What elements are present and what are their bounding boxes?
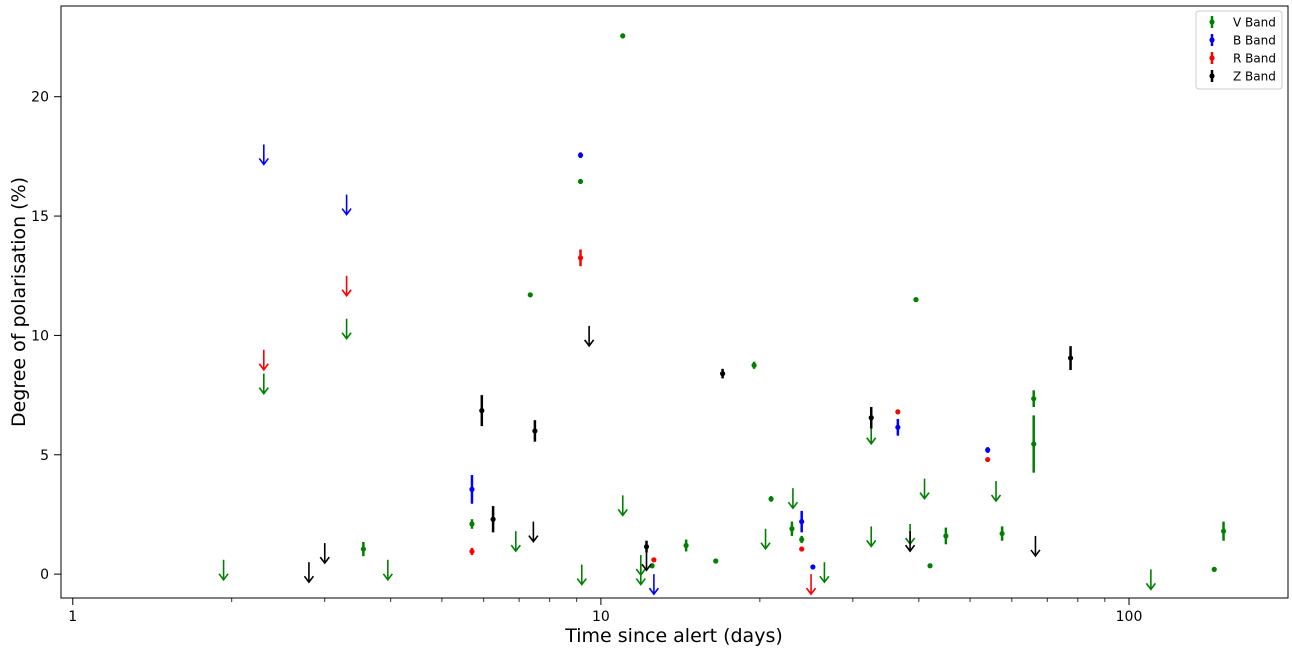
x-tick-label: 1 xyxy=(68,609,77,625)
upper-limit-arrowhead xyxy=(319,556,330,565)
upper-limit-arrowhead xyxy=(510,544,521,553)
data-point xyxy=(1220,528,1227,534)
upper-limit-arrowhead xyxy=(218,573,229,582)
upper-limit-arrowhead xyxy=(258,157,269,166)
data-point xyxy=(532,428,538,434)
upper-limit-arrowhead xyxy=(303,575,315,584)
legend-label: Z Band xyxy=(1233,70,1276,84)
y-axis-label: Degree of polarisation (%) xyxy=(8,177,30,427)
upper-limit-arrowhead xyxy=(866,539,877,548)
upper-limit-arrowhead xyxy=(528,535,539,543)
data-point xyxy=(985,447,991,453)
data-point xyxy=(1031,396,1037,402)
upper-limit-arrowhead xyxy=(258,387,269,395)
series-v-band xyxy=(218,33,1227,591)
data-point xyxy=(1067,355,1074,361)
data-point xyxy=(895,424,901,430)
data-point xyxy=(789,526,795,532)
data-point xyxy=(768,496,774,502)
data-point xyxy=(469,548,475,555)
upper-limit-arrowhead xyxy=(583,339,595,348)
upper-limit-arrowhead xyxy=(258,363,269,372)
data-point xyxy=(360,546,366,552)
x-tick-label: 100 xyxy=(1116,609,1143,625)
legend-marker xyxy=(1209,37,1215,43)
legend-label: B Band xyxy=(1233,34,1276,48)
data-point xyxy=(895,409,901,415)
chart-marks xyxy=(218,33,1227,596)
upper-limit-arrowhead xyxy=(341,208,352,216)
upper-limit-arrowhead xyxy=(648,587,660,596)
y-tick-label: 5 xyxy=(40,448,49,464)
data-point xyxy=(651,557,657,563)
y-tick-label: 20 xyxy=(31,90,49,106)
upper-limit-arrowhead xyxy=(866,437,877,446)
data-point xyxy=(620,33,626,39)
data-point xyxy=(577,178,584,185)
x-tick-label: 10 xyxy=(592,609,610,625)
data-point xyxy=(527,292,533,298)
data-point xyxy=(577,152,584,158)
series-b-band xyxy=(258,144,991,596)
data-point xyxy=(810,564,816,570)
upper-limit-arrowhead xyxy=(617,508,628,517)
legend-label: V Band xyxy=(1233,16,1276,30)
upper-limit-arrowhead xyxy=(641,563,652,572)
upper-limit-arrowhead xyxy=(1145,582,1157,591)
legend-box xyxy=(1195,10,1283,90)
data-point xyxy=(985,456,991,463)
upper-limit-arrowhead xyxy=(760,542,771,551)
y-axis: 0 5 10 15 20 xyxy=(31,90,61,583)
data-point xyxy=(577,255,584,261)
upper-limit-arrowhead xyxy=(341,289,352,298)
data-point xyxy=(868,415,874,421)
legend-marker xyxy=(1209,55,1215,61)
data-point xyxy=(490,516,496,522)
upper-limit-arrowhead xyxy=(805,587,817,596)
data-point xyxy=(913,297,919,303)
data-point xyxy=(643,544,650,550)
legend-marker xyxy=(1209,19,1215,25)
upper-limit-arrowhead xyxy=(919,492,930,500)
upper-limit-arrowhead xyxy=(341,332,352,341)
upper-limit-arrowhead xyxy=(787,501,799,510)
data-point xyxy=(927,563,933,569)
y-tick-label: 15 xyxy=(31,209,49,225)
data-point xyxy=(799,519,805,525)
data-point xyxy=(479,408,485,414)
data-point xyxy=(683,542,689,549)
legend: V Band B Band R Band Z Band xyxy=(1195,10,1283,90)
x-axis-label: Time since alert (days) xyxy=(564,625,783,647)
plot-area xyxy=(60,5,1289,599)
data-point xyxy=(1031,441,1037,447)
upper-limit-arrowhead xyxy=(1030,549,1041,558)
data-point xyxy=(799,536,805,543)
upper-limit-arrowhead xyxy=(635,578,646,586)
upper-limit-arrowhead xyxy=(904,544,916,553)
y-tick-label: 10 xyxy=(31,328,49,344)
data-point xyxy=(469,486,475,492)
legend-label: R Band xyxy=(1233,52,1276,66)
legend-marker xyxy=(1209,73,1215,79)
data-point xyxy=(751,362,757,368)
data-point xyxy=(1211,566,1217,572)
data-point xyxy=(943,533,949,539)
data-point xyxy=(999,530,1005,537)
upper-limit-arrowhead xyxy=(382,573,393,582)
upper-limit-arrowhead xyxy=(819,575,830,584)
upper-limit-arrowhead xyxy=(576,578,587,586)
x-axis: 1 10 100 xyxy=(68,598,1142,625)
data-point xyxy=(719,371,726,377)
series-r-band xyxy=(258,249,991,596)
data-point xyxy=(713,558,719,564)
y-tick-label: 0 xyxy=(40,567,49,583)
data-point xyxy=(469,521,475,527)
upper-limit-arrowhead xyxy=(990,494,1002,503)
series-z-band xyxy=(303,325,1074,584)
data-point xyxy=(799,546,805,552)
